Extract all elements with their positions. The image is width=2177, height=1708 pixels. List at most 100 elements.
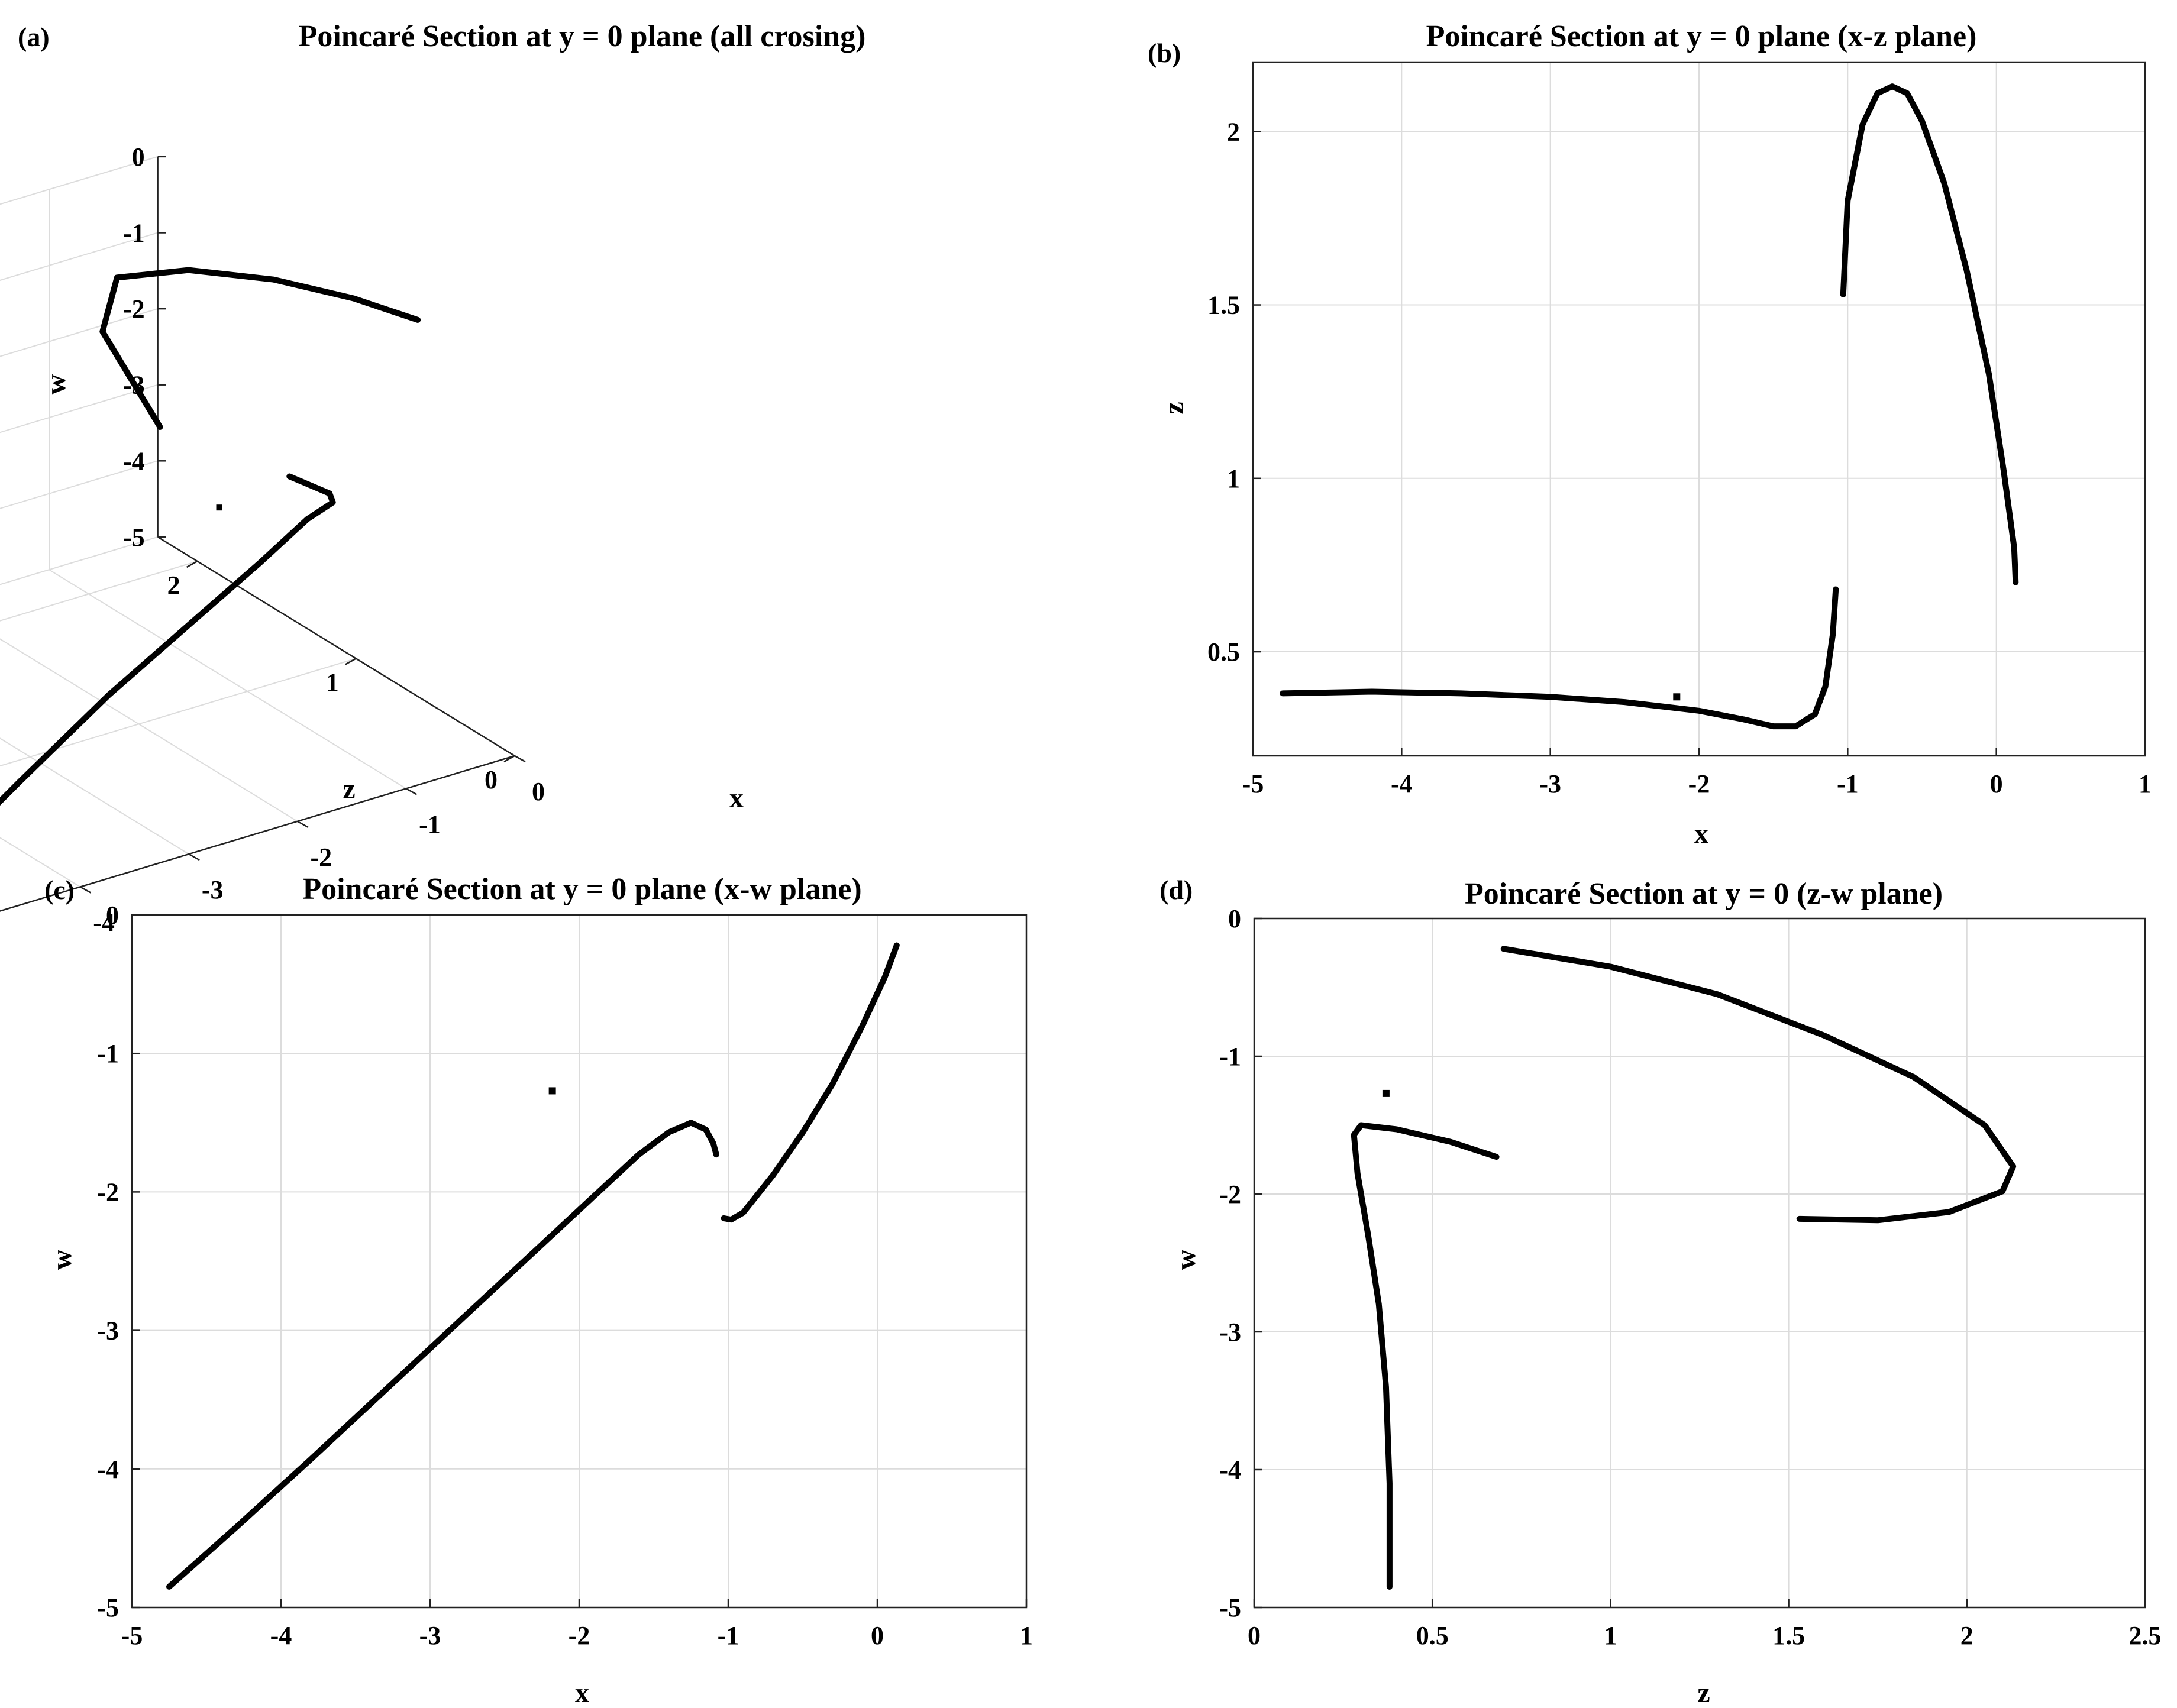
a-grid-floor-x-0 [0,837,81,888]
a-grid-back-w-15 [0,308,158,357]
d-ytick-label-2: -2 [1219,1180,1241,1209]
c-xtick-label-1: -4 [270,1621,292,1650]
a-xtick-label-3: -1 [419,810,441,839]
c-xtick-label-5: 0 [871,1621,884,1650]
c-branch-upper [721,942,900,1223]
a-xtick-mark-4 [514,755,526,763]
d-ytick-label-0: 0 [1228,904,1241,933]
b-isolated-point [1673,693,1681,701]
panel-c-label: (c) [44,875,75,905]
panel-d-label: (d) [1159,875,1193,905]
panel-b-ylabel: z [1158,402,1190,414]
panel-c-plot: -5 -4 -3 -2 -1 0 1 0 -1 -2 -3 -4 -5 [97,901,1033,1650]
b-xtick-label-1: -4 [1391,769,1413,798]
a-ztick-mark-0 [503,755,515,763]
panel-a-ylabel: z [343,774,355,805]
c-xtick-label-2: -3 [419,1621,441,1650]
a-xtick-mark-3 [405,788,418,795]
a-xtick-label-4: 0 [532,777,545,806]
d-axes-box [1253,917,2146,1609]
panel-b-label: (b) [1148,38,1181,68]
panel-a-title: Poincaré Section at y = 0 plane (all cro… [299,20,866,53]
panel-a-grid [0,156,515,912]
d-xtick-label-1: 0.5 [1416,1621,1449,1650]
a-branch-upper [99,267,421,430]
c-xtick-label-4: -1 [718,1621,739,1650]
panel-c-xlabel: x [575,1677,589,1708]
panel-d-title: Poincaré Section at y = 0 (z-w plane) [1465,877,1943,911]
c-ytick-label-4: -4 [97,1455,119,1484]
c-ytick-label-2: -2 [97,1178,119,1206]
b-xtick-label-6: 1 [2139,769,2152,798]
a-ztick-mark-2 [186,560,198,568]
panel-b-plot: -5 -4 -3 -2 -1 0 1 0.5 1 1.5 2 [1207,61,2152,798]
a-grid-back-w-13 [0,156,158,205]
a-xtick-label-0: -4 [93,908,115,937]
panel-b: (b) Poincaré Section at y = 0 plane (x-z… [1148,20,2152,849]
a-ytick-label-2: 2 [167,571,180,600]
a-grid-back-w-18 [0,536,158,585]
a-ytick-label-0: 0 [485,765,498,794]
b-ytick-label-3: 2 [1227,117,1240,146]
a-grid-back-w-16 [0,384,158,434]
panel-d-plot: 0 0.5 1 1.5 2 2.5 0 -1 -2 -3 -4 -5 [1219,904,2161,1650]
a-grid-back-w-17 [0,460,158,509]
b-xtick-label-3: -2 [1688,769,1710,798]
b-axes-box [1252,61,2146,757]
b-ytick-label-2: 1.5 [1207,291,1240,320]
b-xtick-label-5: 0 [1990,769,2003,798]
a-branch-lower [0,473,336,806]
a-grid-back-w-14 [0,232,158,281]
d-isolated-point [1382,1089,1390,1097]
c-xtick-label-0: -5 [121,1621,143,1650]
d-ytick-label-1: -1 [1219,1042,1241,1071]
panel-a-xlabel: x [729,782,744,814]
a-grid-floor-x-3 [49,569,406,790]
b-branch-lower [1280,586,1839,730]
panel-a-label: (a) [18,22,50,52]
b-branch-upper [1840,83,2019,585]
b-ytick-label-0: 0.5 [1207,638,1240,667]
b-xtick-label-0: -5 [1242,769,1264,798]
panel-c-ylabel: w [46,1249,77,1270]
c-axes-box [131,914,1028,1609]
d-xtick-label-4: 2 [1960,1621,1973,1650]
c-xtick-label-3: -2 [569,1621,590,1650]
panel-b-xlabel: x [1694,818,1708,849]
a-ytick-label-1: 1 [326,668,339,697]
a-isolated-point [216,504,222,511]
d-branch-lower [1351,1122,1500,1590]
d-branch-upper [1500,946,2017,1224]
c-ytick-label-1: -1 [97,1039,119,1068]
a-xtick-label-1: -3 [202,875,224,904]
c-xtick-label-6: 1 [1020,1621,1033,1650]
panel-c: (c) Poincaré Section at y = 0 plane (x-w… [44,872,1033,1708]
c-isolated-point [548,1087,556,1095]
b-xtick-label-2: -3 [1539,769,1561,798]
panel-c-title: Poincaré Section at y = 0 plane (x-w pla… [302,872,861,906]
a-xtick-mark-1 [188,853,200,861]
a-xtick-mark-2 [297,820,309,828]
d-ytick-label-4: -4 [1219,1455,1241,1484]
a-grid-floor-x-1 [0,737,189,855]
a-axis-x [0,755,515,912]
c-ytick-label-0: 0 [106,901,119,930]
a-ztick-label-0: 0 [132,143,145,172]
d-ytick-label-3: -3 [1219,1318,1241,1347]
c-ytick-label-5: -5 [97,1593,119,1622]
a-axis-z [157,536,515,757]
c-ytick-label-3: -3 [97,1316,119,1345]
d-ytick-label-5: -5 [1219,1593,1241,1622]
d-xtick-label-5: 2.5 [2129,1621,2162,1650]
d-xtick-label-0: 0 [1248,1621,1261,1650]
d-xtick-label-3: 1.5 [1772,1621,1805,1650]
a-ztick-label-1: -1 [123,219,145,248]
panel-a-zlabel: w [40,374,72,394]
c-branch-lower [166,1120,719,1590]
panel-d-xlabel: z [1697,1677,1710,1708]
panel-b-title: Poincaré Section at y = 0 plane (x-z pla… [1426,20,1977,53]
a-grid-floor-z-7 [0,561,198,622]
panel-a: (a) Poincaré Section at y = 0 plane (all… [0,20,865,937]
panel-a-data [0,267,421,806]
b-xtick-label-4: -1 [1837,769,1859,798]
